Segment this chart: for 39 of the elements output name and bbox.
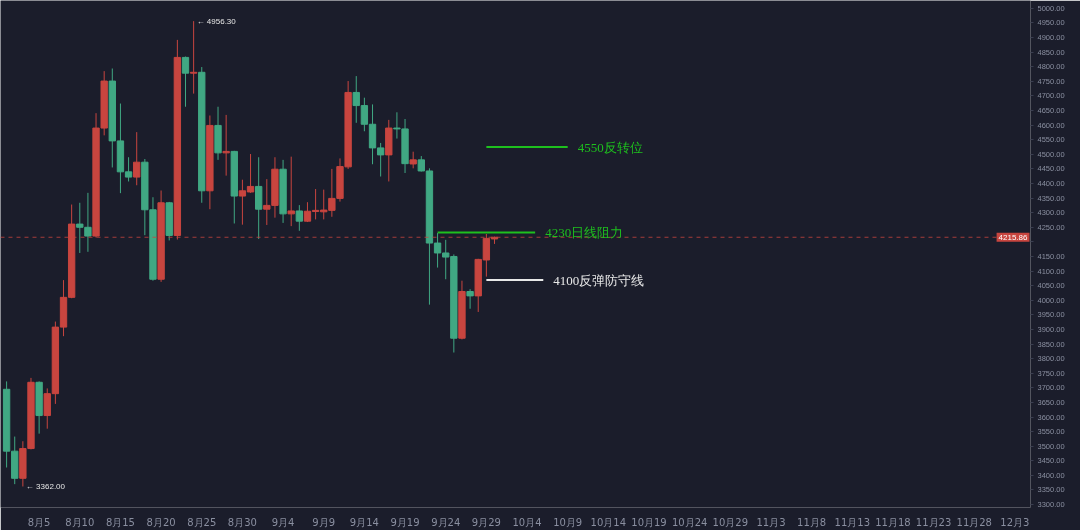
x-tick-label: 11月13	[834, 516, 871, 528]
candlestick	[222, 114, 230, 177]
series-label: 4230日线阻力	[545, 225, 624, 241]
candlestick	[255, 156, 263, 240]
series-label: 4100反弹防守线	[553, 272, 645, 288]
x-tick-label: 10月9	[553, 516, 583, 528]
candlestick	[181, 56, 190, 108]
x-tick-label: 10月19	[631, 516, 667, 528]
x-tick-label: 8月5	[27, 516, 51, 528]
x-tick-label: 8月20	[146, 516, 176, 528]
x-tick-label: 9月19	[390, 516, 420, 528]
x-tick-label: 11月8	[797, 516, 827, 528]
annotation: ← 3362.00	[25, 481, 66, 491]
ref-line-label: 4215.86	[998, 232, 1029, 242]
annotation: ← 4956.30	[196, 16, 237, 26]
x-tick-label: 11月23	[915, 516, 952, 528]
x-tick-label: 9月14	[349, 516, 379, 528]
x-tick-label: 9月9	[312, 516, 336, 528]
x-tick-label: 10月14	[590, 516, 627, 528]
x-tick-label: 8月15	[105, 516, 135, 528]
candlestick	[287, 156, 295, 227]
series-label: 4550反转位	[577, 139, 643, 155]
candlestick	[133, 131, 141, 186]
x-tick-label: 11月3	[756, 516, 786, 528]
x-tick-label: 10月29	[712, 516, 749, 528]
x-tick-label: 8月10	[65, 516, 95, 528]
x-tick-label: 11月18	[875, 516, 911, 528]
x-tick-label: 8月30	[227, 516, 257, 528]
candlestick	[189, 20, 198, 95]
x-tick-label: 11月28	[956, 516, 992, 528]
candlestick	[466, 288, 474, 310]
candlestick	[295, 204, 304, 232]
x-tick-label: 10月4	[512, 516, 542, 528]
x-tick-label: 10月24	[671, 516, 708, 528]
x-tick-label: 9月29	[471, 516, 501, 528]
x-tick-label: 9月4	[271, 516, 295, 528]
x-tick-label: 9月24	[431, 516, 461, 528]
x-tick-label: 8月25	[187, 516, 217, 528]
x-tick-label: 12月3	[1000, 516, 1030, 528]
